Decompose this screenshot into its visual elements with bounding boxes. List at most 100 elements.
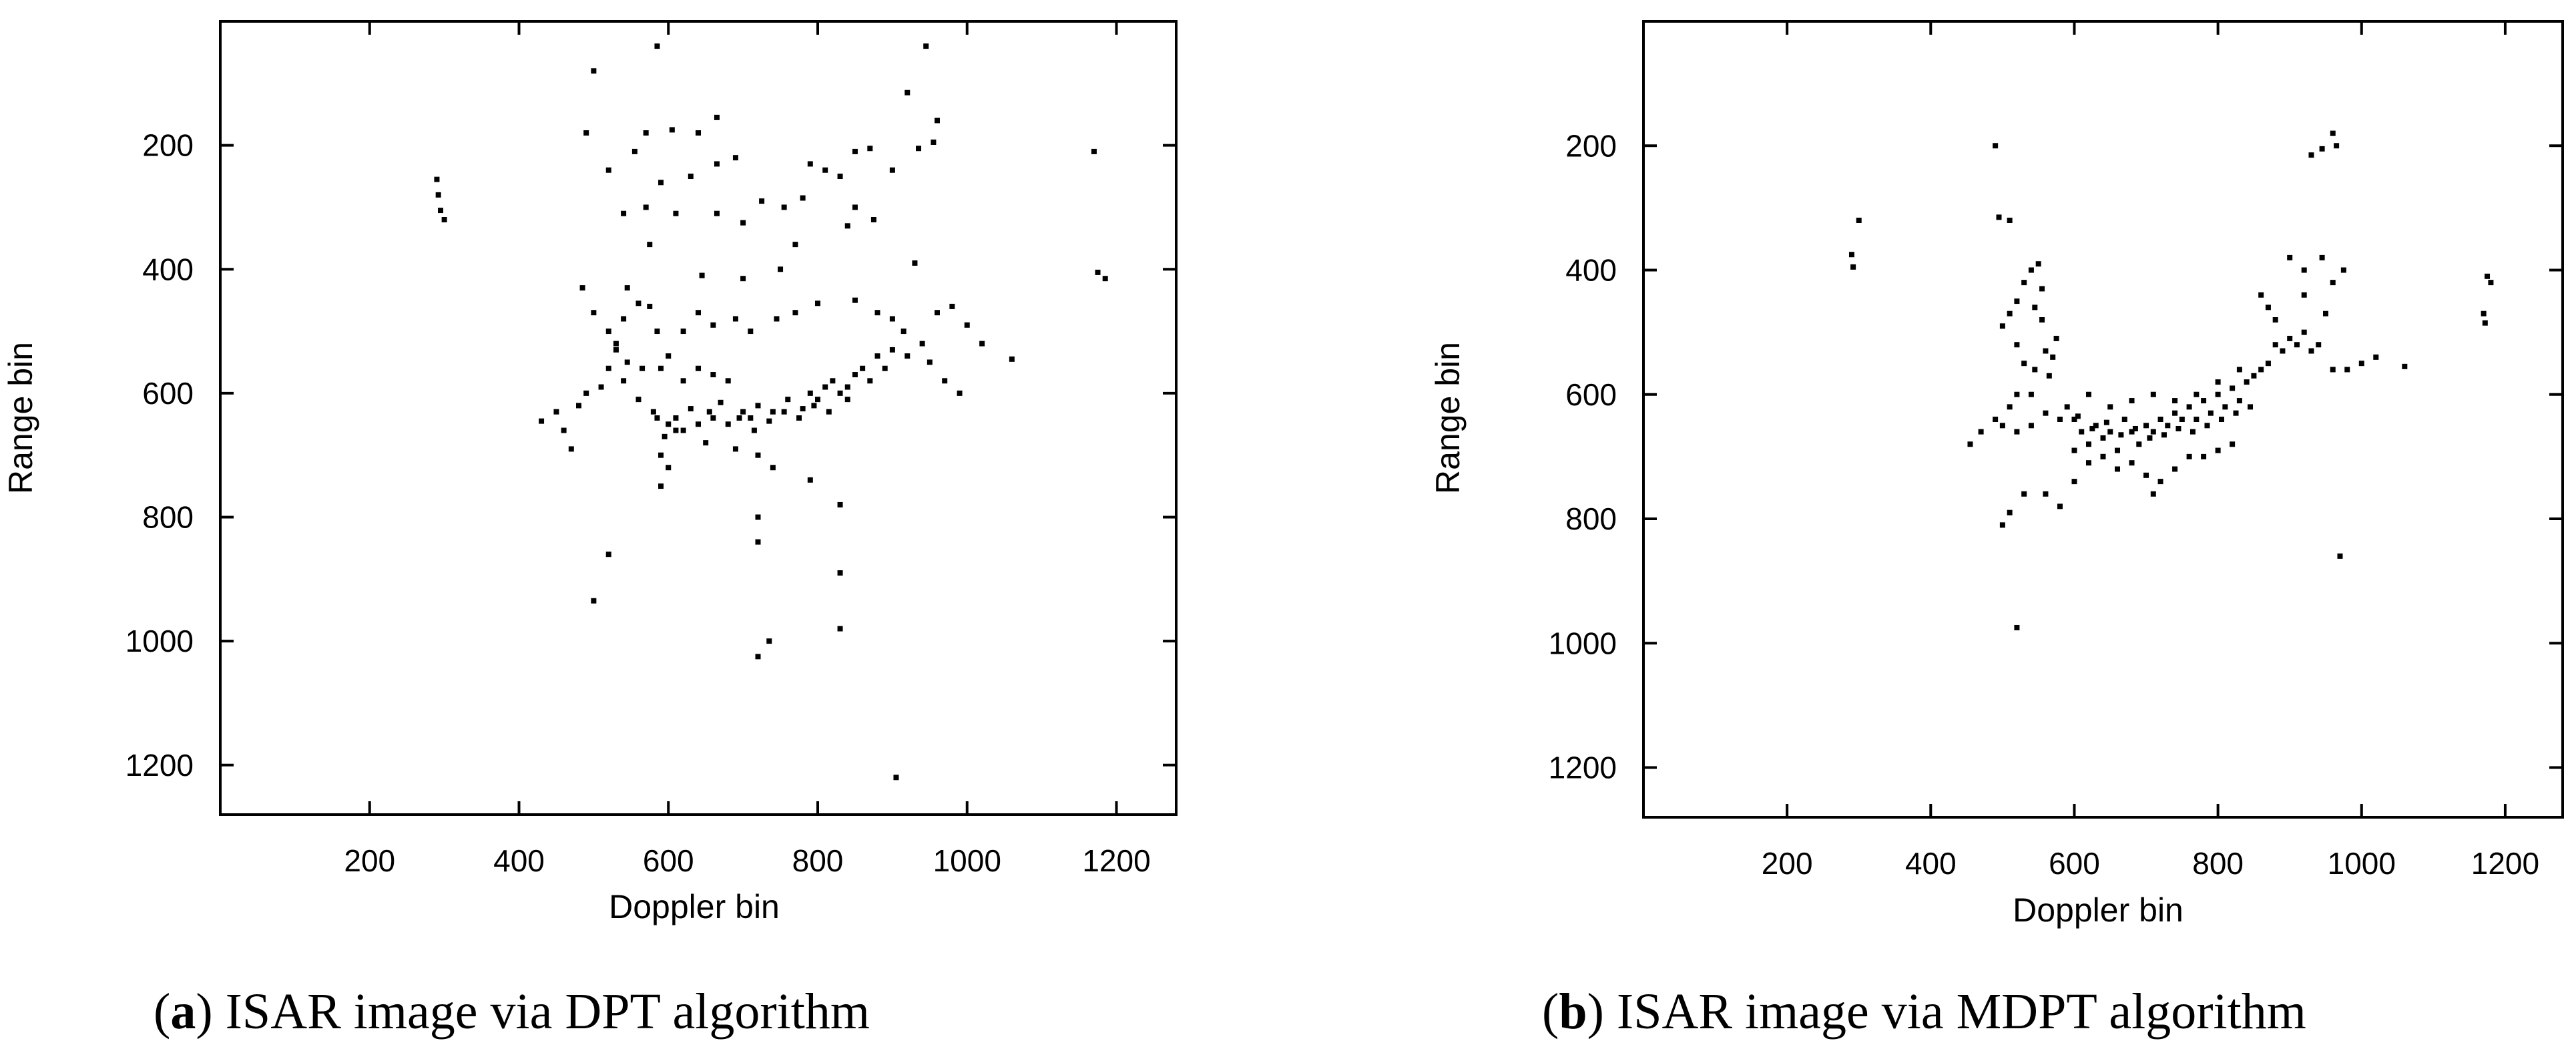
data-point-a-115	[703, 440, 709, 446]
data-point-a-24	[759, 198, 765, 204]
data-point-a-31	[867, 146, 873, 152]
data-point-a-100	[785, 397, 791, 403]
data-point-b-133	[2039, 317, 2045, 323]
data-point-b-48	[2129, 429, 2135, 435]
data-point-a-48	[654, 329, 660, 335]
data-point-a-89	[650, 409, 656, 415]
data-point-a-73	[874, 353, 880, 359]
data-point-a-74	[889, 347, 895, 353]
data-point-b-71	[2294, 342, 2300, 348]
y-tick-label-a-4: 1000	[125, 624, 194, 658]
data-point-a-110	[867, 378, 873, 384]
plot-frame-b	[1642, 20, 2564, 819]
data-point-a-147	[658, 365, 664, 371]
caption-letter-b: b	[1559, 984, 1587, 1040]
data-point-a-113	[658, 452, 664, 458]
data-point-b-99	[1999, 522, 2005, 528]
data-point-b-129	[2233, 410, 2239, 416]
x-tick-label-a-0: 200	[344, 843, 395, 878]
data-point-a-38	[844, 223, 850, 229]
y-axis-title-a: Range bin	[2, 342, 39, 494]
data-point-a-101	[800, 406, 806, 412]
data-point-b-106	[2488, 280, 2494, 286]
data-point-a-65	[889, 316, 895, 322]
scatter-points-a	[434, 43, 1108, 781]
data-point-a-69	[949, 303, 955, 309]
y-tick-label-a-2: 600	[142, 376, 194, 411]
x-axis-title-b: Doppler bin	[2013, 891, 2183, 929]
data-point-a-0	[434, 176, 440, 182]
data-point-a-138	[766, 418, 772, 424]
data-point-b-94	[2230, 441, 2236, 447]
data-point-a-25	[781, 204, 787, 210]
caption-letter-a: a	[170, 984, 196, 1040]
data-point-a-54	[666, 353, 672, 359]
data-point-a-60	[774, 316, 780, 322]
data-point-a-134	[706, 409, 712, 415]
data-point-a-11	[643, 130, 649, 136]
data-point-a-133	[688, 406, 694, 412]
data-point-b-17	[2028, 267, 2034, 273]
data-point-b-69	[2280, 348, 2286, 354]
data-point-b-130	[2248, 404, 2254, 410]
data-point-a-36	[852, 204, 858, 210]
data-point-b-41	[2079, 429, 2085, 435]
data-point-a-121	[837, 570, 843, 576]
data-point-a-49	[605, 329, 611, 335]
data-point-a-72	[1009, 356, 1015, 362]
data-point-b-16	[2322, 310, 2328, 316]
data-point-b-33	[1978, 429, 1984, 435]
data-point-b-112	[2150, 391, 2156, 397]
y-tick-label-b-0: 200	[1565, 128, 1617, 163]
data-point-b-104	[2014, 624, 2020, 630]
data-point-a-76	[927, 359, 933, 365]
data-point-b-31	[2007, 404, 2013, 410]
plot-frame-a	[219, 20, 1178, 816]
caption-a: (a) ISAR image via DPT algorithm	[154, 984, 870, 1040]
data-point-a-53	[579, 285, 585, 291]
data-point-b-3	[1993, 143, 1999, 149]
data-point-a-3	[441, 217, 447, 222]
data-point-a-32	[889, 167, 895, 173]
data-point-b-114	[2194, 391, 2200, 397]
data-point-a-13	[605, 167, 611, 173]
data-point-b-43	[2093, 423, 2099, 429]
data-point-a-26	[800, 195, 806, 201]
data-point-b-9	[2334, 143, 2340, 149]
data-point-b-123	[2147, 435, 2153, 441]
y-tick-label-b-5: 1200	[1549, 751, 1617, 785]
data-point-b-66	[2258, 367, 2264, 373]
data-point-b-12	[2319, 254, 2325, 260]
data-point-a-30	[852, 148, 858, 154]
data-point-a-107	[844, 384, 850, 390]
data-point-b-36	[2014, 429, 2020, 435]
data-point-a-68	[935, 310, 940, 316]
data-point-b-82	[2272, 317, 2278, 323]
data-point-a-75	[905, 353, 911, 359]
data-point-a-86	[568, 446, 574, 452]
y-tick-label-a-3: 800	[142, 500, 194, 535]
data-point-b-19	[2039, 286, 2045, 292]
data-point-a-153	[1095, 269, 1101, 275]
data-point-a-27	[807, 161, 813, 167]
data-point-a-112	[662, 433, 668, 439]
data-point-a-140	[796, 415, 802, 421]
data-point-a-59	[748, 329, 754, 335]
data-point-a-10	[714, 114, 720, 120]
data-point-b-20	[2021, 280, 2027, 286]
data-point-a-70	[964, 322, 970, 328]
data-point-a-5	[654, 43, 660, 49]
data-point-b-53	[2165, 423, 2171, 429]
data-point-b-57	[2194, 417, 2200, 422]
data-point-a-45	[624, 285, 630, 291]
caption-b: (b) ISAR image via MDPT algorithm	[1542, 984, 2306, 1040]
data-point-b-22	[2007, 310, 2013, 316]
data-point-a-93	[696, 421, 701, 427]
data-point-b-26	[2032, 367, 2038, 373]
data-point-b-38	[2043, 410, 2049, 416]
data-point-a-150	[710, 372, 716, 378]
data-point-a-16	[688, 174, 694, 180]
data-point-b-23	[1999, 323, 2005, 329]
data-point-b-110	[2107, 404, 2113, 410]
data-point-b-90	[2172, 466, 2178, 472]
